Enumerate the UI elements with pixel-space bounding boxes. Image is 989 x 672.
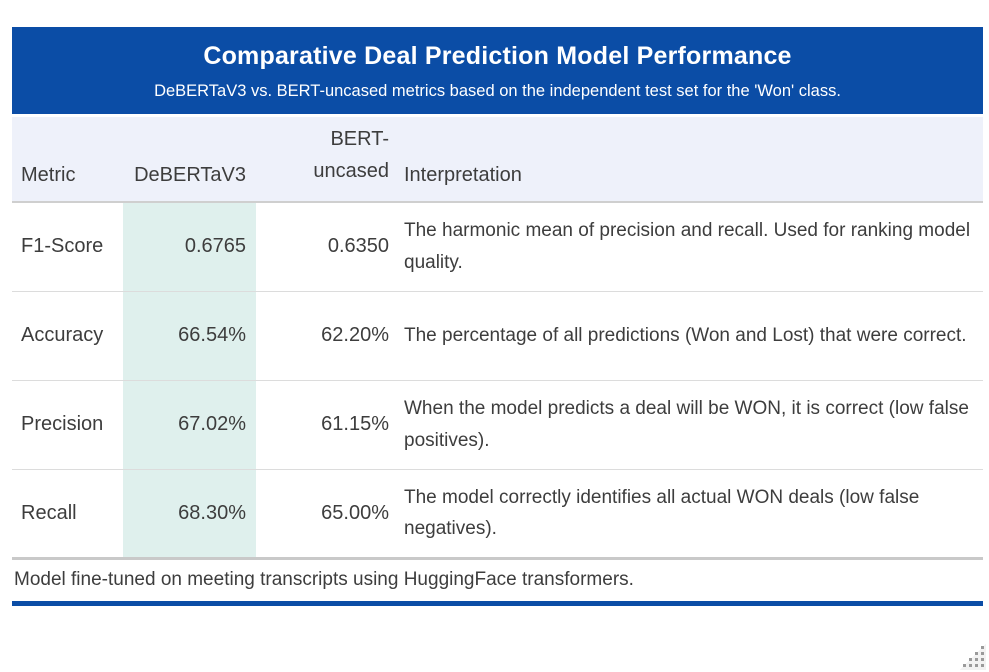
table-row: F1-Score 0.6765 0.6350 The harmonic mean… bbox=[12, 202, 983, 292]
metric-name-cell: Recall bbox=[12, 469, 123, 560]
table-subtitle: DeBERTaV3 vs. BERT-uncased metrics based… bbox=[154, 82, 841, 100]
interpretation-cell: The harmonic mean of precision and recal… bbox=[392, 202, 983, 292]
column-header-bert: BERT-uncased bbox=[256, 117, 392, 203]
table-row: Precision 67.02% 61.15% When the model p… bbox=[12, 380, 983, 470]
metric-name-cell: Accuracy bbox=[12, 291, 123, 381]
deberta-value-cell: 66.54% bbox=[123, 291, 256, 381]
table-title: Comparative Deal Prediction Model Perfor… bbox=[203, 42, 792, 70]
metric-name-cell: F1-Score bbox=[12, 202, 123, 292]
bottom-accent-rule bbox=[12, 600, 983, 606]
bert-value-cell: 62.20% bbox=[256, 291, 392, 381]
column-header-bert-label: BERT-uncased bbox=[313, 128, 389, 182]
metric-name-cell: Precision bbox=[12, 380, 123, 470]
interpretation-cell: The model correctly identifies all actua… bbox=[392, 469, 983, 560]
column-header-interpretation: Interpretation bbox=[392, 117, 983, 203]
metrics-table-card: Comparative Deal Prediction Model Perfor… bbox=[12, 27, 983, 606]
table-header-row: Metric DeBERTaV3 BERT-uncased Interpreta… bbox=[12, 117, 983, 203]
deberta-value-cell: 67.02% bbox=[123, 380, 256, 470]
table-row: Accuracy 66.54% 62.20% The percentage of… bbox=[12, 291, 983, 381]
bert-value-cell: 0.6350 bbox=[256, 202, 392, 292]
column-header-metric: Metric bbox=[12, 117, 123, 203]
bert-value-cell: 61.15% bbox=[256, 380, 392, 470]
deberta-value-cell: 0.6765 bbox=[123, 202, 256, 292]
table-row: Recall 68.30% 65.00% The model correctly… bbox=[12, 469, 983, 560]
column-header-deberta: DeBERTaV3 bbox=[123, 117, 256, 203]
bert-value-cell: 65.00% bbox=[256, 469, 392, 560]
table-title-banner: Comparative Deal Prediction Model Perfor… bbox=[12, 27, 983, 114]
interpretation-cell: The percentage of all predictions (Won a… bbox=[392, 291, 983, 381]
deberta-value-cell: 68.30% bbox=[123, 469, 256, 560]
footer-note: Model fine-tuned on meeting transcripts … bbox=[14, 568, 634, 590]
resize-grip-icon[interactable] bbox=[956, 642, 986, 670]
metrics-table: Metric DeBERTaV3 BERT-uncased Interpreta… bbox=[12, 117, 983, 560]
interpretation-cell: When the model predicts a deal will be W… bbox=[392, 380, 983, 470]
